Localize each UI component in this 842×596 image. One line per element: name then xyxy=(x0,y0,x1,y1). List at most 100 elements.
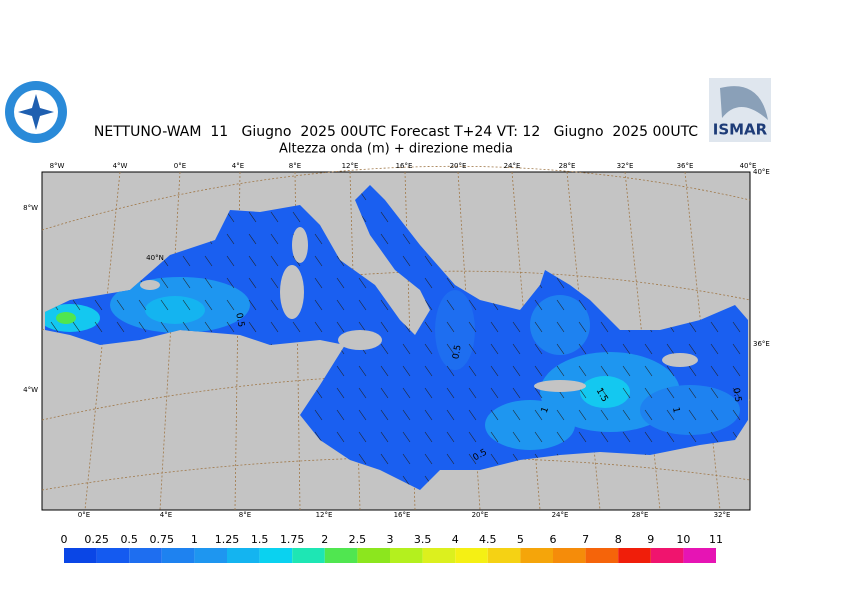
arrow xyxy=(402,453,411,465)
arrow xyxy=(534,321,543,333)
legend-level: 3.5 xyxy=(414,533,432,546)
arrow xyxy=(600,321,609,333)
arrow xyxy=(424,255,433,267)
islands xyxy=(140,227,698,392)
arrow xyxy=(732,409,741,421)
arrow xyxy=(446,431,455,443)
arrow xyxy=(336,299,345,311)
arrow xyxy=(204,277,213,289)
arrow xyxy=(380,211,389,223)
arrow xyxy=(248,211,257,223)
logo-text: ISMAR xyxy=(713,121,768,139)
legend-level: 7 xyxy=(582,533,589,546)
legend-level: 5 xyxy=(517,533,524,546)
arrow xyxy=(424,277,433,289)
arrow xyxy=(358,299,367,311)
legend-swatch xyxy=(96,548,130,563)
arrow xyxy=(380,299,389,311)
arrow xyxy=(534,387,543,399)
arrow xyxy=(226,277,235,289)
arrow xyxy=(468,343,477,355)
arrow xyxy=(336,387,345,399)
arrow xyxy=(270,255,279,267)
arrow xyxy=(160,277,169,289)
arrow xyxy=(600,343,609,355)
arrow xyxy=(248,277,257,289)
arrow xyxy=(314,299,323,311)
arrow xyxy=(72,321,81,333)
arrow xyxy=(182,277,191,289)
lon-label-top: 32°E xyxy=(617,162,634,170)
arrow xyxy=(380,321,389,333)
arrow xyxy=(94,321,103,333)
arrow xyxy=(688,343,697,355)
lon-label-bottom: 8°E xyxy=(239,511,251,519)
arrow xyxy=(424,387,433,399)
arrow xyxy=(380,387,389,399)
arrow xyxy=(358,409,367,421)
legend-swatch xyxy=(585,548,619,563)
lon-label-top: 4°W xyxy=(113,162,128,170)
arrow xyxy=(490,321,499,333)
arrow xyxy=(226,233,235,245)
arrow xyxy=(600,431,609,443)
arrow xyxy=(710,409,719,421)
lon-label-top: 20°E xyxy=(450,162,467,170)
arrow xyxy=(556,431,565,443)
legend-level: 0.25 xyxy=(84,533,109,546)
arrow xyxy=(182,321,191,333)
lon-label-bottom: 12°E xyxy=(316,511,333,519)
arrow xyxy=(710,321,719,333)
arrow xyxy=(402,475,411,487)
arrow xyxy=(710,365,719,377)
legend-swatch xyxy=(259,548,293,563)
legend-swatch xyxy=(357,548,390,563)
arrow xyxy=(666,431,675,443)
legend-swatch xyxy=(161,548,195,563)
arrow xyxy=(314,431,323,443)
lon-label-bottom: 20°E xyxy=(472,511,489,519)
lon-label-top: 0°E xyxy=(174,162,186,170)
arrow xyxy=(622,409,631,421)
title: NETTUNO-WAM 11 Giugno 2025 00UTC Forecas… xyxy=(94,124,698,140)
legend-swatch xyxy=(553,548,586,563)
arrow xyxy=(512,321,521,333)
arrow xyxy=(336,321,345,333)
arrow xyxy=(556,409,565,421)
arrow xyxy=(468,431,477,443)
arrow xyxy=(204,321,213,333)
arrow xyxy=(490,387,499,399)
arrow xyxy=(336,431,345,443)
logo-right: ISMAR xyxy=(709,78,771,142)
arrow xyxy=(688,409,697,421)
arrow xyxy=(358,387,367,399)
legend-level: 0.5 xyxy=(120,533,138,546)
arrow xyxy=(402,431,411,443)
lon-label-top: 4°E xyxy=(232,162,244,170)
contour-label: 0.5 xyxy=(451,344,463,360)
arrow xyxy=(644,365,653,377)
legend-swatch xyxy=(292,548,325,563)
legend-level: 1.75 xyxy=(280,533,305,546)
arrow xyxy=(600,365,609,377)
arrow xyxy=(534,431,543,443)
arrow xyxy=(490,365,499,377)
arrow xyxy=(710,431,719,443)
arrow xyxy=(270,233,279,245)
arrow xyxy=(380,431,389,443)
arrow xyxy=(226,299,235,311)
arrow xyxy=(468,409,477,421)
arrow xyxy=(182,299,191,311)
lon-label-bottom: 4°E xyxy=(160,511,172,519)
contour-label: 0.5 xyxy=(233,312,245,328)
arrow xyxy=(732,365,741,377)
arrow xyxy=(578,343,587,355)
legend-level: 0.75 xyxy=(150,533,175,546)
arrow xyxy=(688,431,697,443)
arrow xyxy=(622,343,631,355)
arrow xyxy=(732,321,741,333)
arrow xyxy=(402,233,411,245)
arrow xyxy=(578,431,587,443)
arrow xyxy=(556,321,565,333)
